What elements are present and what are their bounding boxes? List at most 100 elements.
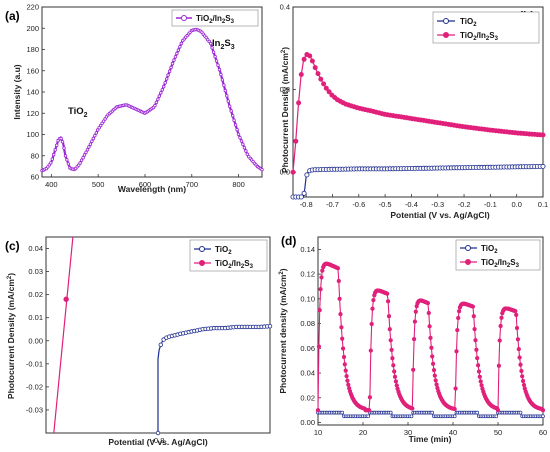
y-tick-label: -0.01: [26, 359, 43, 368]
data-point-tio2: [540, 163, 546, 169]
data-point-tio2-in2s3: [521, 382, 527, 388]
legend-marker-tio2-in2s3: [181, 15, 187, 21]
data-point-tio2-in2s3: [320, 268, 325, 273]
data-point-tio2-in2s3: [498, 323, 503, 329]
data-point-tio2-in2s3: [318, 76, 324, 82]
panel-d: (d) Time (min) Photocurrent density (mA/…: [278, 234, 547, 444]
panel-c-label: (c): [5, 239, 20, 253]
data-point-tio2-in2s3: [520, 374, 525, 379]
data-point-tio2-in2s3: [411, 336, 417, 342]
y-tick-label: 0.10: [300, 294, 315, 303]
panel-b-frame: [292, 6, 544, 198]
data-point-tio2-in2s3: [434, 382, 439, 387]
y-tick-label: 200: [26, 24, 39, 33]
x-tick-label: 400: [45, 180, 58, 189]
data-point-tio2-in2s3: [239, 139, 244, 143]
data-point-tio2-in2s3: [172, 58, 176, 62]
data-point-tio2-in2s3: [49, 161, 53, 165]
data-point-tio2: [267, 324, 273, 329]
data-point-tio2-in2s3: [337, 296, 342, 301]
data-point-tio2-in2s3: [60, 140, 65, 144]
data-point-tio2-in2s3: [315, 408, 321, 413]
data-point-tio2-in2s3: [94, 131, 98, 135]
data-point-tio2-in2s3: [50, 157, 54, 161]
data-point-tio2-in2s3: [219, 72, 223, 77]
data-point-tio2-in2s3: [473, 338, 478, 343]
data-point-tio2-in2s3: [540, 132, 546, 138]
data-point-tio2-in2s3: [309, 58, 315, 64]
data-point-tio2-in2s3: [392, 369, 397, 374]
data-point-tio2-in2s3: [208, 41, 213, 46]
data-point-tio2-in2s3: [456, 309, 462, 314]
data-point-tio2-in2s3: [84, 150, 88, 154]
x-tick-label: 0.0: [511, 200, 521, 209]
data-point-tio2-in2s3: [370, 306, 375, 311]
x-tick-label: -0.8: [300, 200, 313, 209]
data-point-tio2-in2s3: [430, 361, 436, 366]
data-point-tio2-in2s3: [156, 97, 160, 101]
y-tick-label: 0.01: [28, 313, 43, 322]
data-point-tio2-in2s3: [336, 278, 341, 284]
data-point-tio2-in2s3: [390, 356, 395, 361]
data-point-tio2-in2s3: [79, 158, 84, 162]
y-tick-label: 80: [31, 151, 39, 160]
data-point-tio2-in2s3: [241, 142, 245, 146]
y-tick-label: 140: [26, 88, 39, 97]
data-point-tio2-in2s3: [410, 406, 415, 411]
data-point-tio2-in2s3: [341, 354, 347, 360]
data-point-tio2-in2s3: [88, 142, 93, 146]
x-tick-label: -0.2: [458, 200, 471, 209]
data-point-tio2: [494, 414, 499, 419]
data-point-tio2-in2s3: [386, 314, 392, 319]
data-point-tio2-in2s3: [515, 337, 521, 342]
data-point-tio2-in2s3: [95, 128, 100, 132]
data-point-tio2-in2s3: [101, 119, 106, 123]
data-point-tio2-in2s3: [81, 155, 85, 160]
data-point-tio2-in2s3: [431, 367, 437, 373]
data-point-tio2-in2s3: [214, 59, 219, 63]
data-point-tio2-in2s3: [366, 408, 372, 413]
data-point-tio2-in2s3: [520, 378, 526, 384]
data-point-tio2-in2s3: [432, 373, 437, 378]
data-point-tio2-in2s3: [392, 374, 398, 379]
legend-label-tio2-in2s3: TiO2/In2S3: [460, 31, 499, 42]
data-point-tio2-in2s3: [393, 379, 399, 384]
panel-c-legend: TiO2 TiO2/In2S3: [189, 239, 268, 272]
data-point-tio2-in2s3: [344, 373, 349, 379]
y-tick-label: 120: [26, 109, 39, 118]
data-point-tio2-in2s3: [175, 51, 179, 56]
data-point-tio2-in2s3: [82, 153, 87, 157]
y-tick-label: 0.2: [280, 85, 290, 94]
data-point-tio2-in2s3: [427, 324, 432, 329]
panel-d-legend-box: [455, 239, 541, 271]
series-line-tio2: [157, 325, 271, 433]
data-point-tio2-in2s3: [499, 315, 504, 320]
data-point-tio2-in2s3: [412, 319, 418, 324]
data-point-tio2-in2s3: [345, 378, 350, 383]
legend-label-tio2-in2s3: TiO2/In2S3: [196, 14, 235, 25]
data-point-tio2-in2s3: [340, 346, 346, 351]
data-point-tio2-in2s3: [518, 362, 523, 367]
data-point-tio2-in2s3: [430, 354, 435, 359]
data-point-tio2-in2s3: [157, 94, 161, 98]
data-point-tio2-in2s3: [389, 347, 394, 353]
data-point-tio2-in2s3: [62, 146, 66, 150]
y-tick-label: 0.00: [28, 336, 43, 345]
y-tick-label: 0.04: [300, 369, 315, 378]
panel-d-xlabel: Time (min): [409, 434, 452, 444]
x-tick-label: -0.4: [405, 200, 418, 209]
x-tick-label: 40: [449, 428, 457, 437]
data-point-tio2-in2s3: [452, 406, 457, 412]
data-point-tio2: [518, 410, 523, 415]
data-point-tio2: [475, 410, 480, 415]
panel-d-frame: [317, 236, 544, 426]
data-point-tio2-in2s3: [59, 136, 63, 141]
panel-a-xlabel: Wavelength (nm): [118, 184, 186, 194]
data-point-tio2-in2s3: [385, 299, 391, 304]
x-tick-label: 30: [404, 428, 412, 437]
data-point-tio2-in2s3: [323, 85, 329, 91]
x-tick-label: 0.1: [538, 200, 548, 209]
data-point-tio2-in2s3: [178, 45, 182, 49]
data-point-tio2-in2s3: [154, 100, 159, 105]
data-point-tio2-in2s3: [316, 344, 322, 349]
